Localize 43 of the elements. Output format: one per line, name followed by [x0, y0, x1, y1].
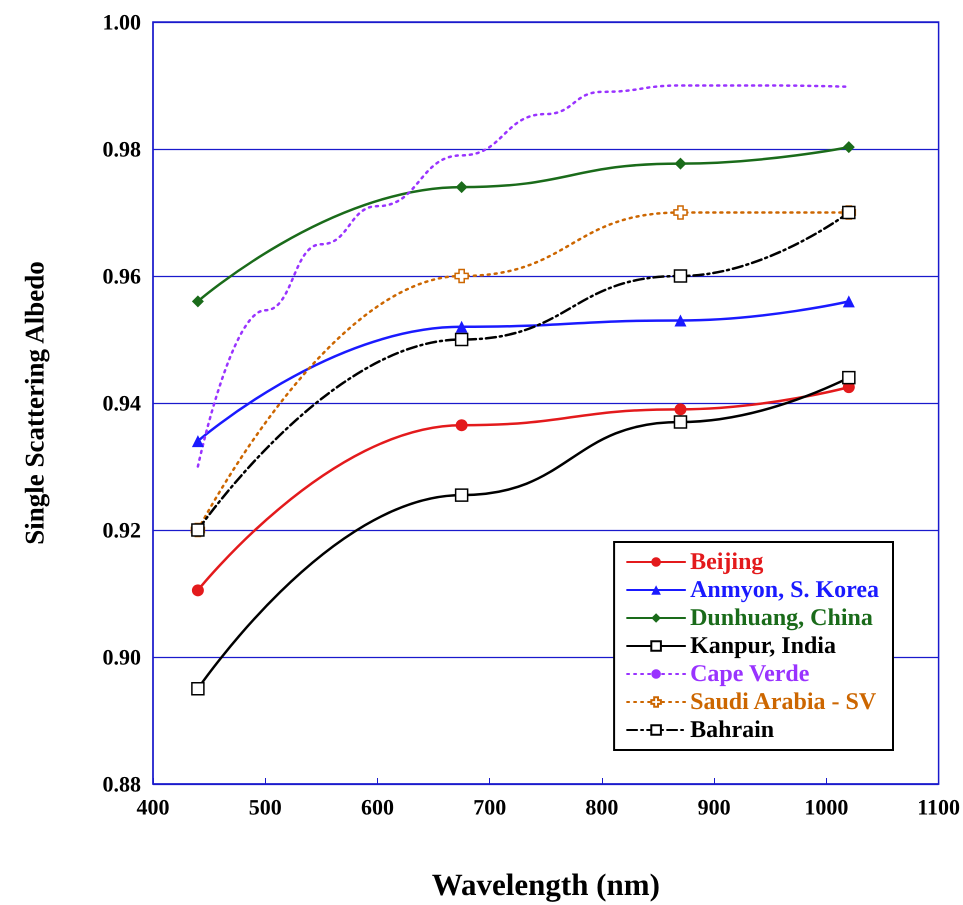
- point: [192, 584, 204, 596]
- y-tick-label: 0.92: [102, 518, 141, 542]
- point: [454, 332, 468, 346]
- point: [192, 295, 204, 308]
- point: [191, 682, 205, 696]
- x-tick-label: 500: [248, 794, 282, 820]
- x-tick-label: 900: [698, 794, 731, 820]
- point: [674, 403, 686, 416]
- point: [842, 141, 855, 154]
- y-axis-title: Single Scattering Albedo: [20, 261, 50, 545]
- x-tick-label: 400: [136, 794, 170, 820]
- point: [192, 435, 204, 448]
- legend-label: Bahrain: [690, 717, 774, 743]
- x-tick-label: 800: [585, 794, 618, 820]
- legend-label: Kanpur, India: [690, 633, 836, 659]
- point: [454, 268, 469, 284]
- x-tick-label: 600: [360, 794, 394, 820]
- x-tick-label: 1000: [804, 794, 848, 820]
- x-tick-label: 1100: [917, 794, 960, 820]
- point: [674, 269, 688, 283]
- y-tick-label: 0.96: [102, 264, 141, 288]
- x-tick-label: 700: [473, 794, 506, 820]
- legend-label: Cape Verde: [690, 661, 810, 687]
- x-axis-title: Wavelength (nm): [432, 867, 660, 902]
- point: [674, 158, 686, 170]
- y-tick-label: 0.98: [102, 136, 141, 162]
- point: [674, 314, 686, 326]
- point: [454, 488, 468, 502]
- y-tick-label: 0.88: [102, 772, 141, 796]
- point: [673, 205, 688, 220]
- point: [456, 320, 468, 333]
- point: [674, 415, 688, 429]
- point: [456, 181, 468, 194]
- legend-label: Beijing: [690, 549, 764, 575]
- y-tick-label: 0.94: [102, 390, 141, 416]
- point: [842, 295, 855, 308]
- legend-label: Anmyon, S. Korea: [690, 577, 879, 603]
- legend-label: Dunhuang, China: [690, 605, 873, 631]
- y-tick-label: 0.90: [102, 644, 141, 670]
- legend-label: Saudi Arabia - SV: [690, 689, 877, 715]
- point: [456, 419, 468, 432]
- y-tick-label: 1.00: [102, 10, 141, 34]
- point: [842, 370, 856, 384]
